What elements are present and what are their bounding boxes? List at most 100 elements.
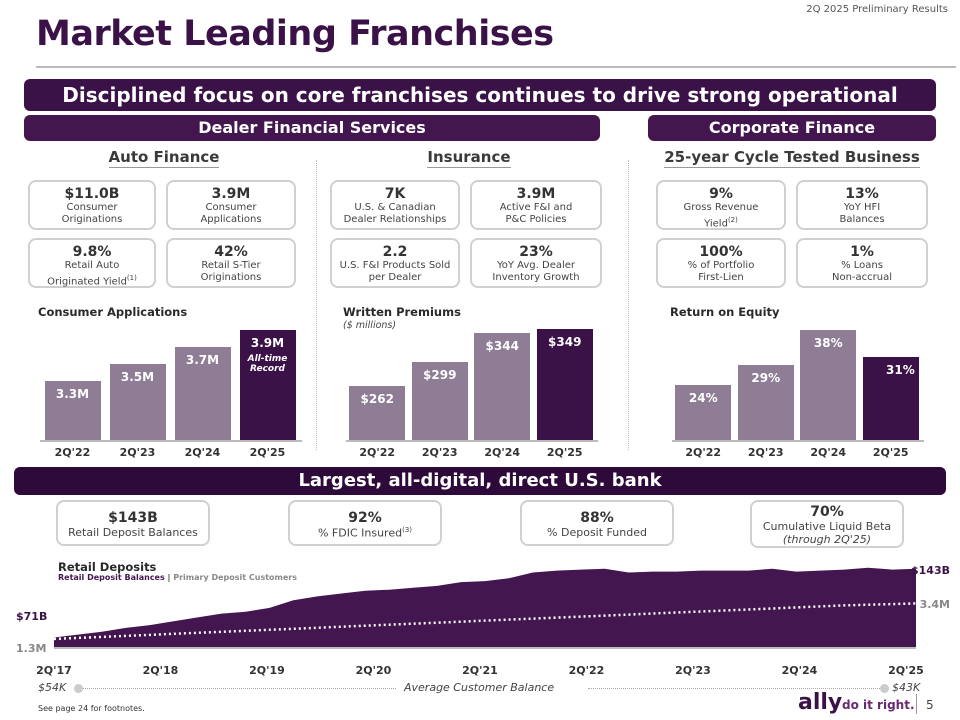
stat-card: 100% % of Portfolio First-Lien <box>656 238 786 288</box>
consumer-applications-chart: 3.3M 3.5M 3.7M 3.9M All-time Record <box>40 322 300 440</box>
page-title: Market Leading Franchises <box>36 14 554 54</box>
chart-title: Consumer Applications <box>38 305 188 319</box>
bar: $344 <box>474 332 531 440</box>
bar-label: $262 <box>360 392 394 407</box>
bar-label: 3.3M <box>55 387 90 401</box>
x-tick-label: 2Q'24 <box>782 664 818 677</box>
bar-label: 3.9M <box>250 336 285 351</box>
x-tick-label: 2Q'19 <box>249 664 285 677</box>
insurance-heading: Insurance <box>427 148 511 168</box>
bar: $262 <box>349 386 406 440</box>
bar-label: 24% <box>688 390 718 405</box>
chart-axis <box>40 440 302 442</box>
bar: $299 <box>411 362 468 440</box>
x-tick-label: 2Q'21 <box>462 664 498 677</box>
bar: 3.7M <box>174 347 231 440</box>
stat-card: 7K U.S. & Canadian Dealer Relationships <box>330 180 460 230</box>
brand-tagline: do it right. <box>842 698 915 712</box>
deposit-stat-card: 70% Cumulative Liquid Beta (through 2Q'2… <box>750 500 904 548</box>
bar: 3.3M <box>44 381 101 440</box>
chart-ticks: 2Q'22 2Q'23 2Q'24 2Q'25 <box>40 446 300 460</box>
stat-card: 9.8% Retail Auto Originated Yield(1) <box>28 238 156 288</box>
stat-card: 13% YoY HFI Balances <box>796 180 928 230</box>
stat-card: 23% YoY Avg. Dealer Inventory Growth <box>470 238 602 288</box>
chart-ticks: 2Q'22 2Q'23 2Q'24 2Q'25 <box>346 446 596 460</box>
tick-label: 2Q'25 <box>546 446 583 459</box>
avg-balance-end: $43K <box>892 681 921 694</box>
page-number: 5 <box>926 698 934 712</box>
customers-start-label: 1.3M <box>16 642 46 655</box>
footnote: See page 24 for footnotes. <box>38 704 145 713</box>
bar: $349 <box>536 329 593 440</box>
stat-card: 1% % Loans Non-accrual <box>796 238 928 288</box>
title-rule <box>36 66 956 68</box>
bar-label: $299 <box>423 368 457 382</box>
stat-card: $11.0B Consumer Originations <box>28 180 156 230</box>
x-tick-label: 2Q'18 <box>143 664 179 677</box>
stat-card: 3.9M Consumer Applications <box>166 180 296 230</box>
section-separator <box>628 160 629 450</box>
corporate-heading: 25-year Cycle Tested Business <box>664 148 920 168</box>
chart-axis <box>672 440 924 442</box>
avg-balance-line <box>588 688 884 689</box>
bar-label: $349 <box>548 335 582 350</box>
tick-label: 2Q'24 <box>484 446 521 459</box>
main-banner: Disciplined focus on core franchises con… <box>24 79 936 139</box>
avg-balance-dot <box>880 684 889 693</box>
avg-balance-line <box>78 688 396 689</box>
tick-label: 2Q'24 <box>810 446 847 459</box>
deposits-start-label: $71B <box>16 610 47 623</box>
written-premiums-chart: $262 $299 $344 $349 <box>346 322 596 440</box>
tick-label: 2Q'23 <box>119 446 156 459</box>
bar: 3.5M <box>109 364 166 440</box>
chart-axis <box>346 440 598 442</box>
chart-ticks: 2Q'22 2Q'23 2Q'24 2Q'25 <box>672 446 922 460</box>
bar: 29% <box>737 365 794 440</box>
chart-subtitle: ($ millions) <box>343 320 397 331</box>
report-subtitle: 2Q 2025 Preliminary Results <box>806 4 948 15</box>
retail-deposits-chart: $71B 1.3M $143B 3.4M 2Q'17 2Q'18 2Q'19 2Q'20 2Q'… <box>16 564 950 677</box>
tick-label: 2Q'22 <box>685 446 722 459</box>
chart-title: Return on Equity <box>670 305 780 319</box>
deposits-chart-legend: Retail Deposit Balances | Primary Deposi… <box>58 573 297 582</box>
avg-balance-start: $54K <box>38 681 67 694</box>
bar: 31% <box>862 357 919 440</box>
stat-card: 9% Gross Revenue Yield(2) <box>656 180 786 230</box>
brand-logo: ally <box>798 690 843 715</box>
x-tick-label: 2Q'23 <box>675 664 711 677</box>
tick-label: 2Q'24 <box>184 446 221 459</box>
bar: 3.9M All-time Record <box>239 330 296 440</box>
deposit-stat-card: 88% % Deposit Funded <box>520 500 674 546</box>
stat-card: 3.9M Active F&I and P&C Policies <box>470 180 602 230</box>
bar: 24% <box>675 384 732 440</box>
customers-end-label: 3.4M <box>920 598 950 611</box>
deposits-area <box>54 567 916 648</box>
deposits-end-label: $143B <box>911 564 950 577</box>
stat-card: 42% Retail S-Tier Originations <box>166 238 296 288</box>
bar-label: 3.5M <box>120 370 155 385</box>
section-separator <box>316 160 317 450</box>
footer-divider <box>916 694 917 714</box>
x-tick-label: 2Q'20 <box>356 664 392 677</box>
deposit-stat-card: $143B Retail Deposit Balances <box>56 500 210 546</box>
bar-label: 3.7M <box>185 353 220 368</box>
auto-finance-heading: Auto Finance <box>108 148 220 168</box>
bar-label: 31% <box>886 363 915 378</box>
bar-annotation: All-time Record <box>247 354 288 375</box>
x-tick-label: 2Q'22 <box>569 664 605 677</box>
tick-label: 2Q'23 <box>421 446 458 459</box>
x-tick-label: 2Q'17 <box>36 664 72 677</box>
tick-label: 2Q'22 <box>359 446 396 459</box>
return-on-equity-chart: 24% 29% 38% 31% <box>672 322 922 440</box>
bar-label: 38% <box>813 335 843 350</box>
customers-line <box>53 602 917 641</box>
bank-banner: Largest, all-digital, direct U.S. bank <box>14 467 946 495</box>
tick-label: 2Q'25 <box>249 446 286 459</box>
chart-title: Written Premiums <box>343 305 461 319</box>
x-tick-label: 2Q'25 <box>888 664 924 677</box>
deposit-stat-card: 92% % FDIC Insured(3) <box>288 500 442 546</box>
corporate-banner: Corporate Finance <box>648 115 936 141</box>
bar-label: $344 <box>485 338 519 353</box>
deposits-chart-title: Retail Deposits <box>58 560 157 574</box>
avg-balance-dot <box>74 684 83 693</box>
